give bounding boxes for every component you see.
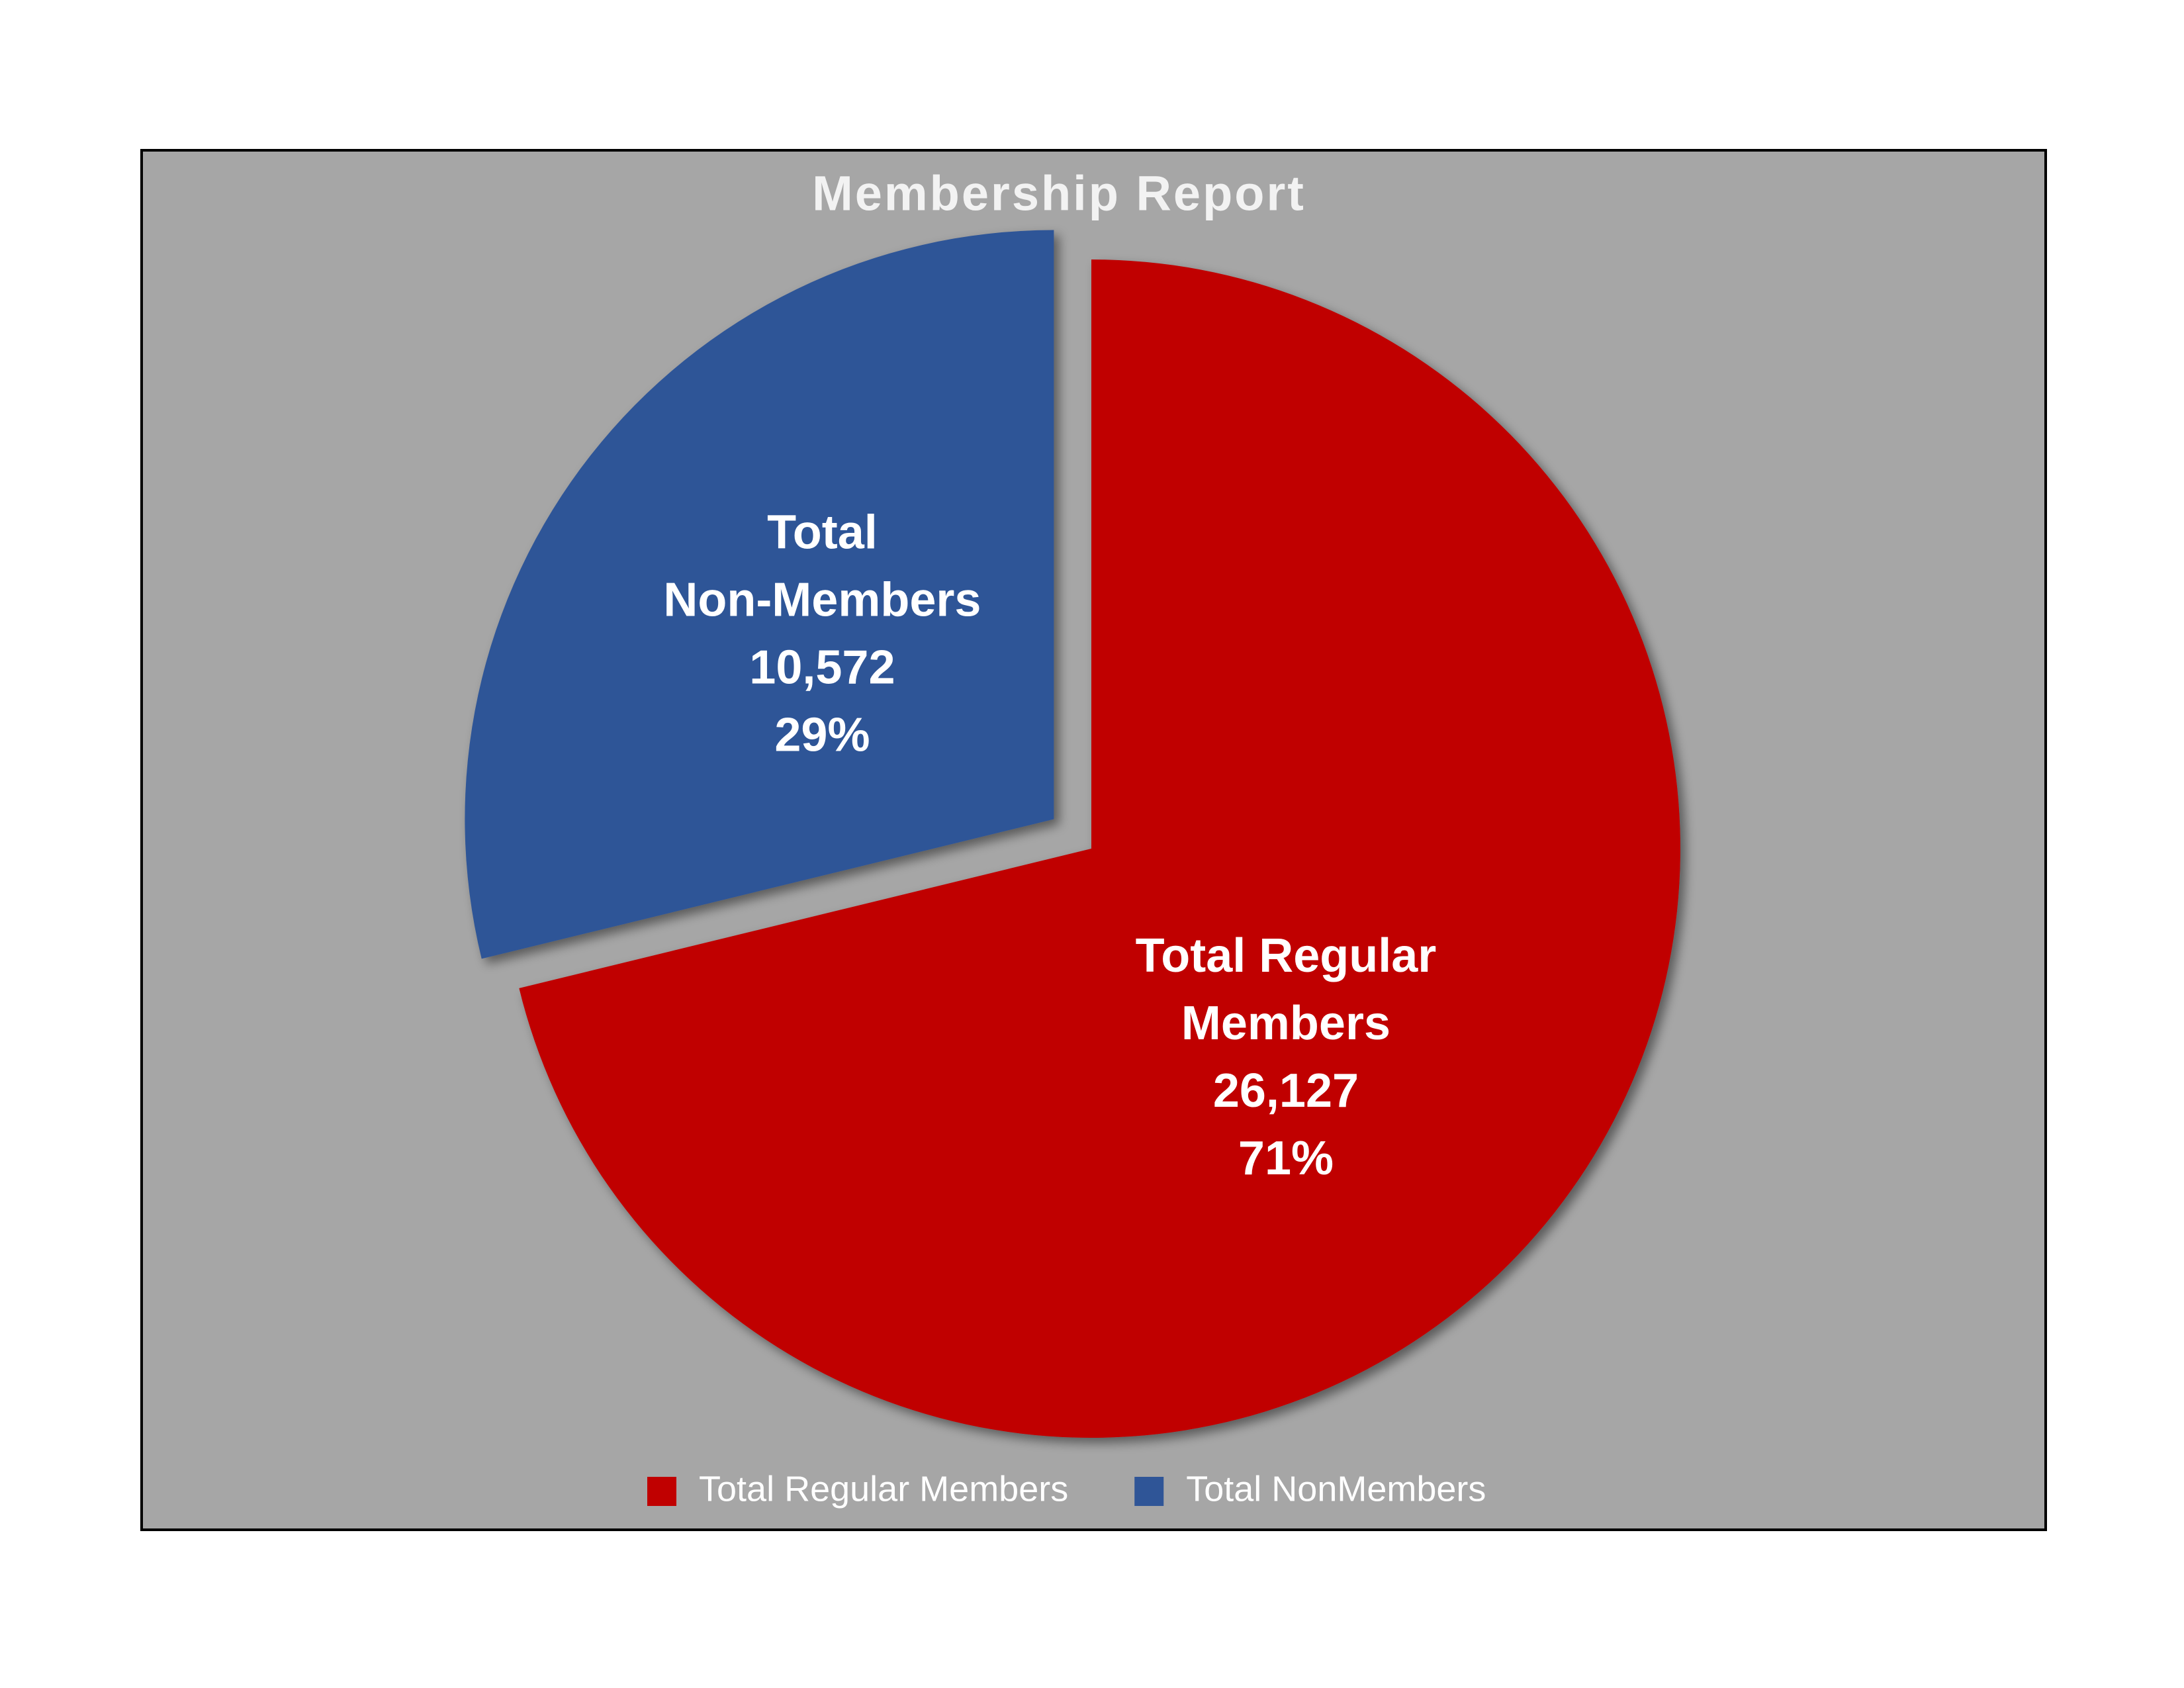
data-label: 26,127 (1213, 1064, 1359, 1117)
data-label: Total Regular (1136, 929, 1437, 982)
legend-swatch (647, 1477, 676, 1506)
legend-label: Total Regular Members (699, 1469, 1068, 1509)
chart-title: Membership Report (812, 166, 1306, 221)
data-label: Non-Members (663, 574, 981, 627)
data-label: Total (767, 506, 878, 559)
legend-label: Total NonMembers (1186, 1469, 1486, 1509)
data-label: 71% (1238, 1132, 1334, 1185)
data-label: 10,572 (749, 641, 895, 694)
pie-slice (519, 259, 1680, 1438)
data-label: 29% (774, 709, 870, 762)
legend-swatch (1134, 1477, 1164, 1506)
pie-slice (465, 230, 1054, 959)
data-label: Members (1181, 997, 1390, 1050)
